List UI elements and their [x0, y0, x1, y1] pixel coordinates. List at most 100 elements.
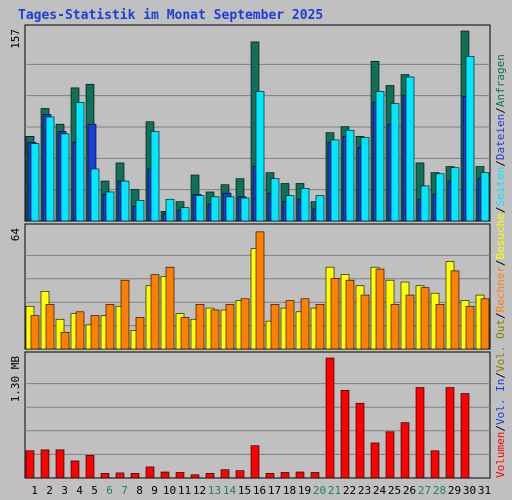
bar-rechner-day-13	[210, 309, 220, 350]
bar-seiten-day-22	[345, 129, 355, 222]
y-axis-max-label: 1.30 MB	[9, 356, 22, 403]
bar-seiten-day-18	[285, 195, 295, 222]
bar-seiten-day-15	[240, 197, 250, 222]
bar-rechner-day-6	[105, 304, 115, 350]
bar-rechner-day-26	[405, 294, 415, 350]
legend-entry: Anfragen	[494, 54, 507, 107]
bar-volumen-day-24	[370, 442, 380, 479]
bar-rechner-day-23	[360, 294, 370, 350]
legend-entry: Vol. In	[494, 379, 507, 425]
bar-seiten-day-21	[330, 139, 340, 222]
legend-separator: /	[494, 312, 507, 319]
bar-seiten-day-5	[90, 168, 100, 222]
bar-volumen-day-6	[100, 473, 110, 479]
bar-volumen-day-14	[220, 469, 230, 479]
bar-rechner-day-17	[270, 304, 280, 350]
legend-separator: /	[494, 107, 507, 114]
bar-volumen-day-30	[460, 393, 470, 479]
legend-separator: /	[494, 206, 507, 213]
bar-seiten-day-17	[270, 178, 280, 222]
bar-rechner-day-25	[390, 304, 400, 350]
bar-volumen-day-1	[25, 450, 35, 479]
bar-rechner-day-24	[375, 268, 385, 350]
bar-seiten-day-26	[405, 76, 415, 222]
bar-volumen-day-4	[70, 460, 80, 479]
x-tick-label: 6	[106, 484, 113, 497]
x-tick-label: 14	[223, 484, 237, 497]
x-tick-label: 13	[208, 484, 221, 497]
bar-volumen-day-23	[355, 402, 365, 479]
bar-volumen-day-16	[250, 445, 260, 479]
bar-volumen-day-2	[40, 449, 50, 479]
x-tick-label: 16	[253, 484, 266, 497]
bar-seiten-day-31	[480, 172, 490, 222]
right-axis-legend: Volumen/Vol. In/Vol. Out/Rechner/Besuche…	[494, 54, 507, 478]
bar-rechner-day-19	[300, 298, 310, 350]
bar-volumen-day-11	[175, 472, 185, 479]
bar-rechner-day-5	[90, 315, 100, 350]
bar-volumen-day-8	[130, 473, 140, 479]
x-tick-label: 24	[373, 484, 387, 497]
bar-seiten-day-20	[315, 195, 325, 222]
bar-seiten-day-3	[60, 133, 70, 222]
x-tick-label: 30	[463, 484, 476, 497]
bar-rechner-day-4	[75, 311, 85, 350]
bar-rechner-day-31	[480, 298, 490, 350]
legend-entry: Rechner	[494, 266, 507, 313]
bar-seiten-day-24	[375, 91, 385, 222]
x-tick-label: 2	[46, 484, 53, 497]
x-tick-label: 3	[61, 484, 68, 497]
bar-rechner-day-1	[30, 315, 40, 350]
x-tick-label: 23	[358, 484, 371, 497]
bar-volumen-day-21	[325, 357, 335, 479]
x-tick-label: 26	[403, 484, 416, 497]
bar-seiten-day-2	[45, 116, 55, 222]
legend-entry: Vol. Out	[494, 319, 507, 372]
bar-rechner-day-16	[255, 231, 265, 350]
bar-volumen-day-10	[160, 471, 170, 479]
x-tick-label: 4	[76, 484, 83, 497]
bar-volumen-day-26	[400, 422, 410, 479]
bar-volumen-day-15	[235, 470, 245, 479]
bar-rechner-day-7	[120, 279, 130, 350]
legend-separator: /	[494, 259, 507, 266]
x-tick-label: 5	[91, 484, 98, 497]
bar-seiten-day-4	[75, 102, 85, 222]
bar-volumen-day-28	[430, 450, 440, 479]
bar-seiten-day-11	[180, 207, 190, 222]
bar-rechner-day-3	[60, 331, 70, 350]
x-tick-label: 29	[448, 484, 461, 497]
right-legend-text: Volumen/Vol. In/Vol. Out/Rechner/Besuche…	[494, 54, 507, 478]
bar-rechner-day-27	[420, 287, 430, 350]
bar-seiten-day-16	[255, 91, 265, 222]
x-tick-label: 27	[418, 484, 431, 497]
panel-bottom: 1.30 MB	[9, 351, 491, 479]
bar-rechner-day-28	[435, 304, 445, 350]
bar-rechner-day-21	[330, 278, 340, 350]
x-tick-label: 8	[136, 484, 143, 497]
x-tick-label: 17	[268, 484, 281, 497]
x-tick-label: 20	[313, 484, 326, 497]
bar-seiten-day-30	[465, 56, 475, 222]
legend-entry: Besuche	[494, 213, 507, 259]
bar-volumen-day-12	[190, 474, 200, 479]
legend-separator: /	[494, 372, 507, 379]
legend-entry: Dateien	[494, 114, 507, 160]
bar-seiten-day-25	[390, 103, 400, 222]
bar-rechner-day-18	[285, 300, 295, 350]
bar-seiten-day-23	[360, 137, 370, 222]
bar-seiten-day-8	[135, 200, 145, 222]
bar-volumen-day-19	[295, 471, 305, 479]
bar-seiten-day-12	[195, 195, 205, 222]
x-axis-labels: 1 2 3 4 5 6 7 8 9 10 11 12 13 14 15 16 17 18 19 20 21 22 23 24 2…	[31, 484, 491, 497]
bar-rechner-day-12	[195, 304, 205, 350]
legend-separator: /	[494, 160, 507, 167]
bar-seiten-day-13	[210, 196, 220, 222]
x-tick-label: 9	[151, 484, 158, 497]
x-tick-label: 11	[178, 484, 191, 497]
bar-seiten-day-27	[420, 185, 430, 222]
bar-seiten-day-10	[165, 198, 175, 222]
bar-seiten-day-7	[120, 180, 130, 222]
bar-volumen-day-13	[205, 473, 215, 479]
